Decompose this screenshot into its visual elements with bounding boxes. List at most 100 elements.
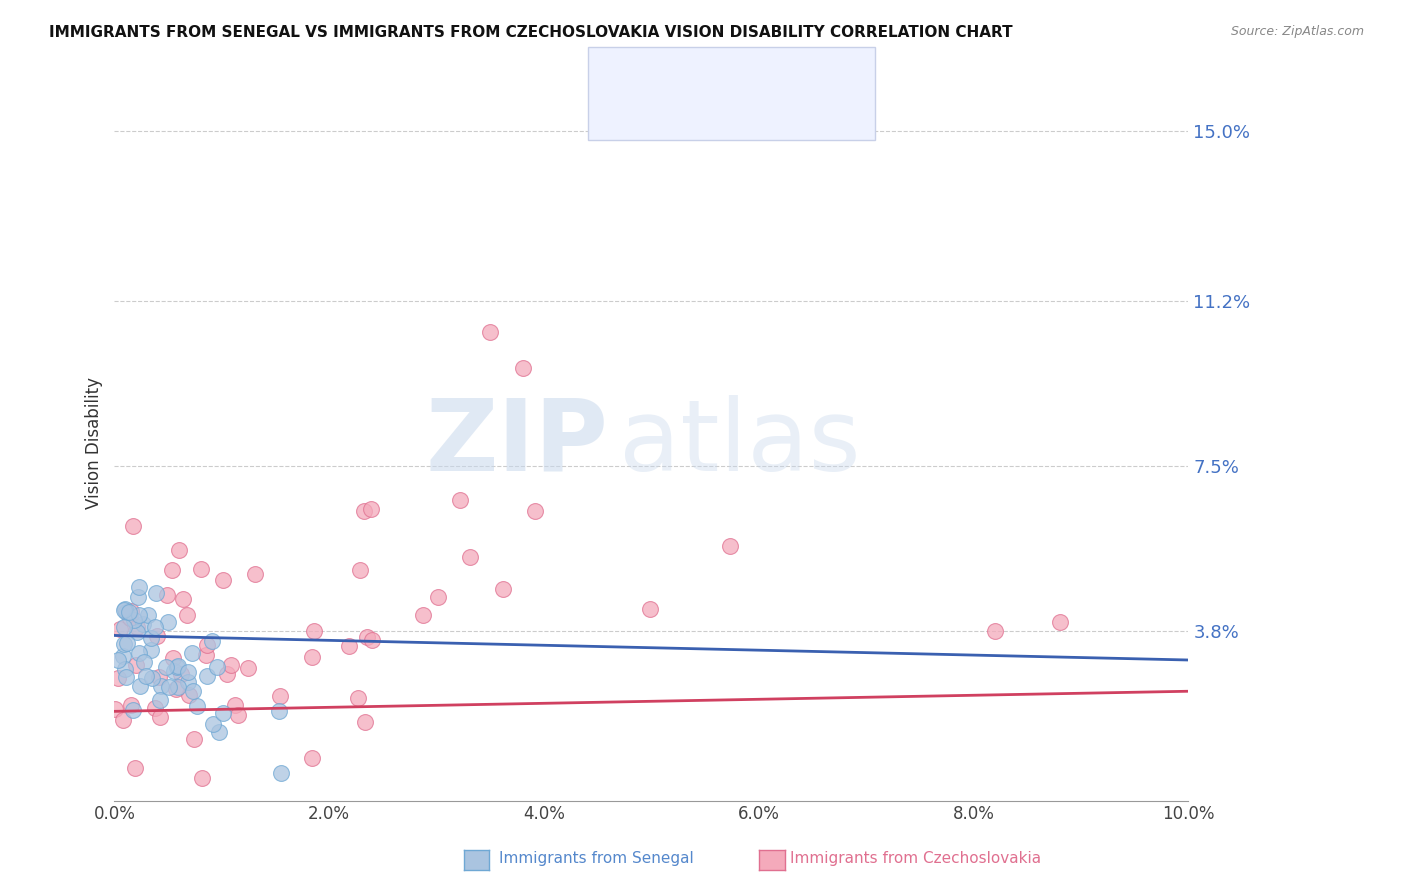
Text: R = -0.461   N = 50: R = -0.461 N = 50 xyxy=(644,65,807,83)
Point xyxy=(122,519,145,533)
Point xyxy=(112,637,135,651)
Point xyxy=(112,620,135,634)
Point xyxy=(128,608,150,623)
Point xyxy=(718,539,741,553)
Point xyxy=(202,717,225,731)
Point xyxy=(236,661,259,675)
Point xyxy=(301,751,323,765)
Point xyxy=(141,671,163,685)
Point xyxy=(114,670,136,684)
Point xyxy=(162,651,184,665)
Point xyxy=(149,679,172,693)
Point xyxy=(118,611,141,625)
Point xyxy=(177,688,200,702)
Point xyxy=(148,710,170,724)
Point xyxy=(170,666,193,681)
Point xyxy=(128,580,150,594)
Text: Source: ZipAtlas.com: Source: ZipAtlas.com xyxy=(1230,25,1364,38)
Point xyxy=(155,660,177,674)
Text: R =  0.288   N = 58: R = 0.288 N = 58 xyxy=(644,104,806,122)
Text: ZIP: ZIP xyxy=(426,395,609,492)
Y-axis label: Vision Disability: Vision Disability xyxy=(86,377,103,509)
Point xyxy=(205,660,228,674)
Point xyxy=(207,725,229,739)
Point xyxy=(120,604,142,618)
Point xyxy=(165,681,187,696)
Point xyxy=(212,573,235,587)
Point xyxy=(512,360,534,375)
Point xyxy=(269,689,291,703)
Point xyxy=(166,681,188,695)
Point xyxy=(112,649,135,664)
Point xyxy=(115,605,138,619)
Point xyxy=(143,701,166,715)
Point xyxy=(172,591,194,606)
Point xyxy=(122,613,145,627)
Point xyxy=(353,504,375,518)
Point xyxy=(195,638,218,652)
Point xyxy=(524,504,547,518)
Point xyxy=(191,772,214,786)
Point xyxy=(354,714,377,729)
Point xyxy=(412,608,434,623)
Point xyxy=(181,684,204,698)
Point xyxy=(349,563,371,577)
Point xyxy=(245,567,267,582)
Point xyxy=(304,624,326,639)
Point xyxy=(356,630,378,644)
Point xyxy=(118,605,141,619)
Point xyxy=(129,679,152,693)
Point xyxy=(167,543,190,558)
Point xyxy=(132,616,155,631)
Point xyxy=(136,608,159,623)
Point xyxy=(112,713,135,727)
Point xyxy=(157,615,180,630)
Point xyxy=(163,664,186,678)
Text: IMMIGRANTS FROM SENEGAL VS IMMIGRANTS FROM CZECHOSLOVAKIA VISION DISABILITY CORR: IMMIGRANTS FROM SENEGAL VS IMMIGRANTS FR… xyxy=(49,25,1012,40)
Point xyxy=(115,636,138,650)
Point xyxy=(132,656,155,670)
Point xyxy=(114,662,136,676)
Point xyxy=(212,706,235,720)
Point xyxy=(107,671,129,685)
Point xyxy=(104,702,127,716)
Point xyxy=(145,629,167,643)
Point xyxy=(127,590,149,604)
Point xyxy=(201,633,224,648)
Point xyxy=(224,698,246,712)
Point xyxy=(110,622,132,636)
Point xyxy=(181,646,204,660)
Text: atlas: atlas xyxy=(619,395,860,492)
Point xyxy=(149,692,172,706)
Point xyxy=(270,765,292,780)
Point xyxy=(127,625,149,640)
Point xyxy=(160,563,183,577)
Point xyxy=(984,624,1007,638)
Point xyxy=(148,670,170,684)
Point xyxy=(124,761,146,775)
Point xyxy=(166,660,188,674)
Text: Immigrants from Czechoslovakia: Immigrants from Czechoslovakia xyxy=(790,852,1042,866)
Point xyxy=(269,704,291,718)
Point xyxy=(120,698,142,712)
Point xyxy=(194,648,217,662)
Point xyxy=(347,691,370,706)
Point xyxy=(219,657,242,672)
Point xyxy=(638,602,661,616)
Point xyxy=(217,667,239,681)
Point xyxy=(492,582,515,597)
Point xyxy=(360,632,382,647)
Point xyxy=(460,550,482,565)
Point xyxy=(183,731,205,746)
Point xyxy=(157,680,180,694)
Point xyxy=(360,501,382,516)
Text: Immigrants from Senegal: Immigrants from Senegal xyxy=(499,852,695,866)
Point xyxy=(1049,615,1071,629)
Point xyxy=(479,325,502,339)
Point xyxy=(128,646,150,660)
Point xyxy=(176,674,198,689)
Point xyxy=(139,631,162,645)
Point xyxy=(449,493,471,508)
Point xyxy=(226,707,249,722)
Point xyxy=(141,643,163,657)
